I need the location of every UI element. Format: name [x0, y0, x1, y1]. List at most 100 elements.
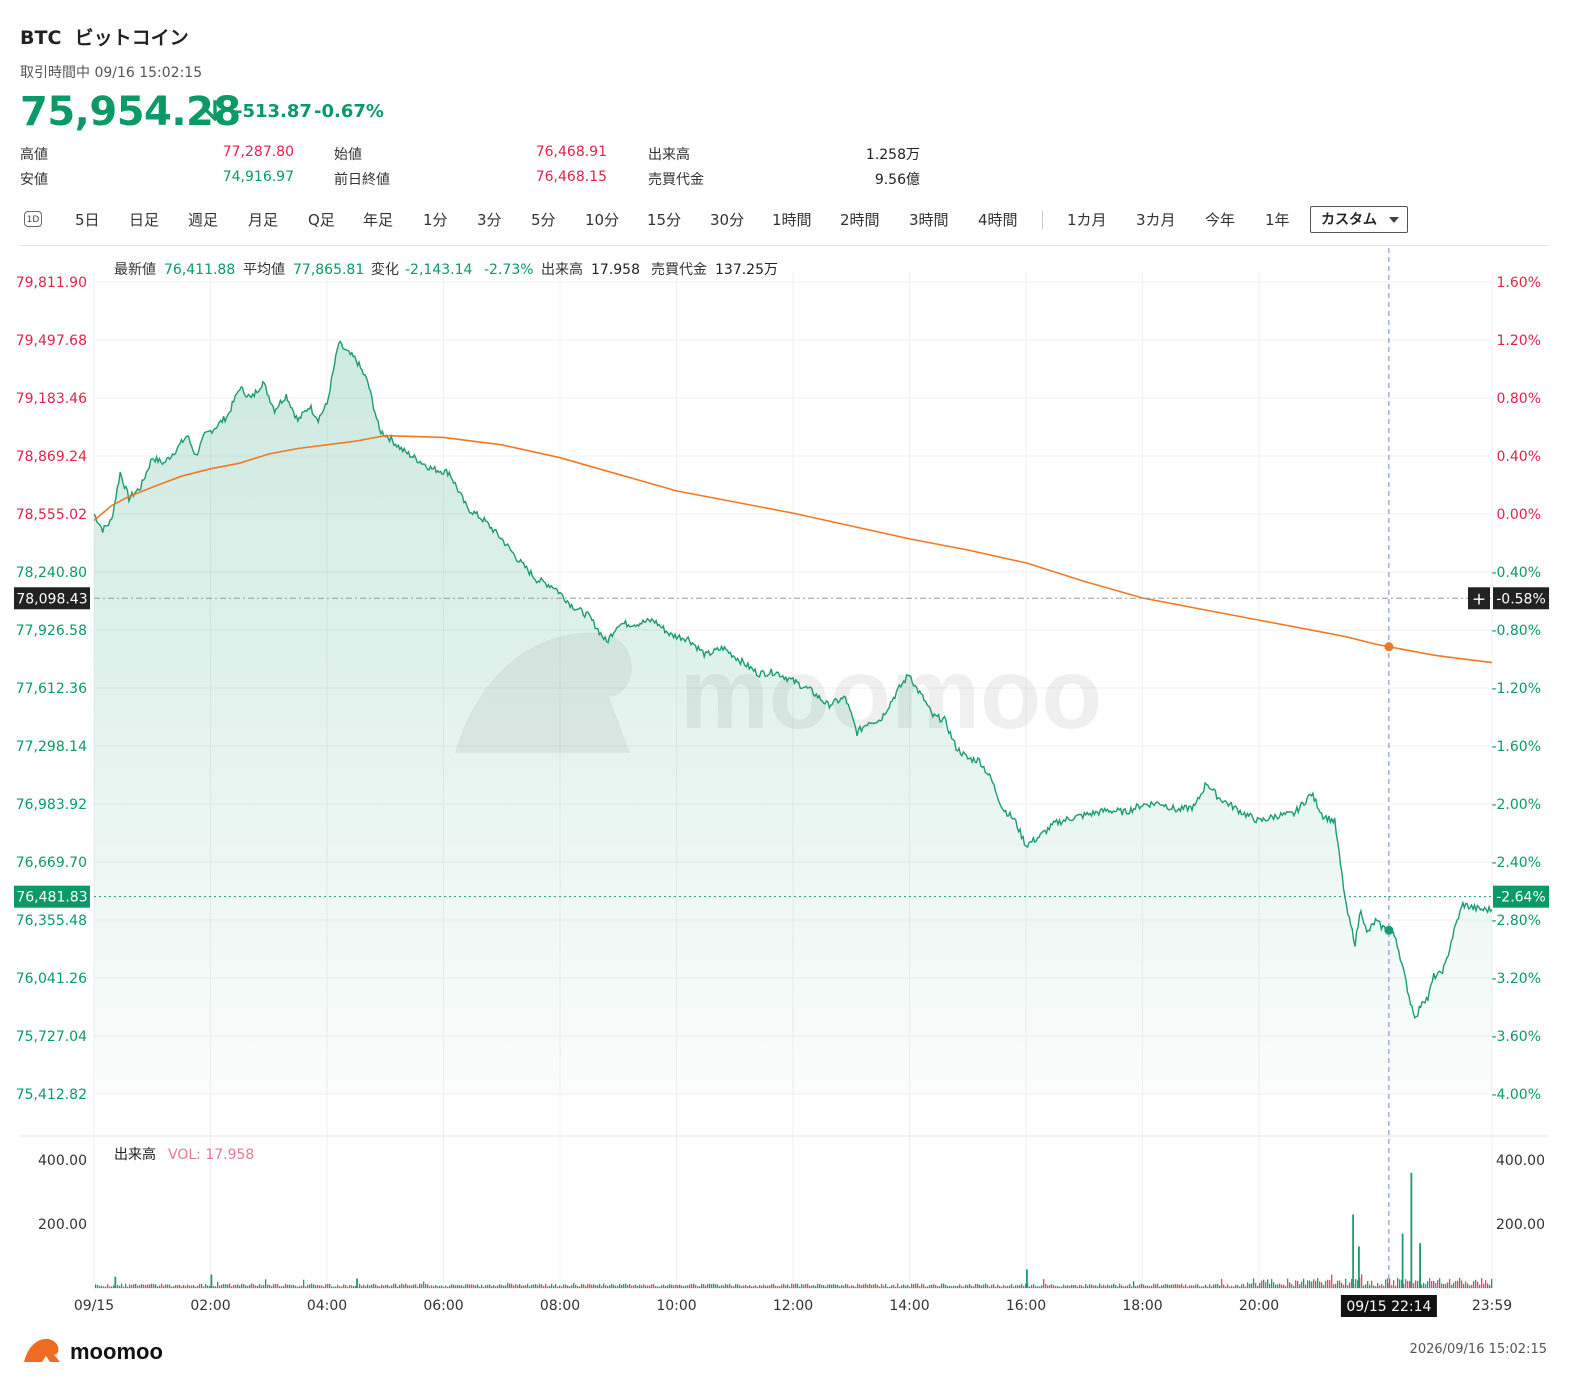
volume-bar: [1095, 1285, 1096, 1288]
period-3month[interactable]: 3カ月: [1136, 204, 1176, 236]
volume-tick-label: 200.00: [38, 1217, 87, 1233]
stat-low-label: 安値: [20, 169, 48, 189]
volume-bar: [447, 1287, 448, 1288]
volume-bar: [1199, 1286, 1200, 1288]
volume-bar: [999, 1286, 1000, 1288]
info-avg-label: 平均値: [243, 262, 285, 278]
volume-bar: [1061, 1287, 1062, 1288]
volume-bar: [449, 1286, 450, 1288]
volume-spike-bar: [1352, 1214, 1354, 1288]
period-5min[interactable]: 5分: [531, 204, 556, 236]
price-change: -513.87: [235, 101, 312, 122]
x-tick-label: 18:00: [1122, 1298, 1162, 1314]
volume-bar: [231, 1286, 232, 1288]
period-monthly[interactable]: 月足: [248, 204, 278, 236]
volume-bar: [239, 1286, 240, 1288]
volume-bar: [895, 1287, 896, 1288]
info-volume-label: 出来高: [541, 261, 583, 278]
volume-bar: [1107, 1284, 1108, 1288]
volume-bar: [791, 1284, 792, 1288]
period-yearly[interactable]: 年足: [363, 204, 393, 236]
period-4h[interactable]: 4時間: [978, 204, 1018, 236]
volume-bar: [159, 1285, 160, 1288]
volume-bar: [779, 1286, 780, 1288]
volume-bar: [217, 1282, 218, 1288]
volume-bar: [1429, 1278, 1430, 1288]
period-1min[interactable]: 1分: [423, 204, 448, 236]
volume-bar: [327, 1284, 328, 1288]
volume-bar: [879, 1287, 880, 1288]
volume-bar: [1297, 1281, 1298, 1288]
volume-bar: [851, 1285, 852, 1288]
info-latest-value: 76,411.88: [164, 262, 235, 278]
volume-bar: [201, 1284, 202, 1288]
volume-bar: [109, 1286, 110, 1288]
volume-bar: [1169, 1285, 1170, 1288]
period-3min[interactable]: 3分: [477, 204, 502, 236]
price-marker: [1384, 926, 1393, 935]
custom-period-dropdown[interactable]: カスタム: [1310, 206, 1408, 233]
volume-bar: [507, 1283, 508, 1288]
volume-bar: [647, 1285, 648, 1288]
volume-spike-bar: [1358, 1246, 1360, 1288]
volume-bar: [241, 1284, 242, 1288]
y-right-tick-label: -2.00%: [1491, 797, 1541, 813]
volume-bar: [1251, 1283, 1252, 1288]
volume-bar: [437, 1286, 438, 1288]
volume-bar: [1077, 1286, 1078, 1288]
period-quarterly[interactable]: Q足: [308, 204, 335, 236]
period-15min[interactable]: 15分: [647, 204, 681, 236]
period-ytd[interactable]: 今年: [1205, 204, 1235, 236]
period-1year[interactable]: 1年: [1265, 204, 1290, 236]
period-1h[interactable]: 1時間: [772, 204, 812, 236]
volume-bar: [1291, 1284, 1292, 1288]
volume-bar: [369, 1285, 370, 1288]
volume-bar: [1121, 1285, 1122, 1288]
volume-bar: [755, 1285, 756, 1288]
volume-bar: [517, 1285, 518, 1288]
volume-bar: [1255, 1283, 1256, 1288]
volume-bar: [419, 1284, 420, 1288]
x-tick-label: 10:00: [656, 1298, 696, 1314]
y-right-tick-label: -2.40%: [1491, 855, 1541, 871]
volume-bar: [243, 1284, 244, 1288]
period-2h[interactable]: 2時間: [840, 204, 880, 236]
volume-bar: [1101, 1286, 1102, 1288]
intraday-1d-icon[interactable]: 1D: [24, 211, 42, 227]
volume-bar: [471, 1284, 472, 1288]
volume-bar: [1185, 1284, 1186, 1288]
volume-bar: [673, 1285, 674, 1288]
volume-bar: [1055, 1286, 1056, 1288]
volume-bar: [1059, 1287, 1060, 1288]
volume-bar: [1041, 1285, 1042, 1288]
volume-bar: [529, 1286, 530, 1288]
volume-bar: [1111, 1285, 1112, 1288]
info-change-value: -2,143.14: [405, 262, 472, 278]
volume-bar: [821, 1285, 822, 1288]
y-tick-label: 79,811.90: [16, 275, 87, 291]
volume-bar: [607, 1286, 608, 1288]
price-chart[interactable]: moomoo 78,098.43 + -0.58%76,481.83 -2.64% 7…: [0, 248, 1569, 1320]
volume-bar: [1015, 1285, 1016, 1288]
volume-bar: [841, 1285, 842, 1288]
volume-bar: [1127, 1286, 1128, 1288]
period-3h[interactable]: 3時間: [909, 204, 949, 236]
volume-bar: [1173, 1285, 1174, 1288]
y-right-tick-label: -3.60%: [1491, 1029, 1541, 1045]
period-weekly[interactable]: 週足: [188, 204, 218, 236]
volume-bar: [1431, 1281, 1432, 1288]
volume-bar: [905, 1286, 906, 1288]
period-daily[interactable]: 日足: [129, 204, 159, 236]
volume-bar: [1139, 1285, 1140, 1288]
volume-bar: [351, 1285, 352, 1288]
volume-bar: [173, 1286, 174, 1288]
volume-bar: [893, 1285, 894, 1288]
period-5d[interactable]: 5日: [75, 204, 100, 236]
period-10min[interactable]: 10分: [585, 204, 619, 236]
period-30min[interactable]: 30分: [710, 204, 744, 236]
volume-bar: [675, 1285, 676, 1288]
volume-bar: [481, 1285, 482, 1288]
volume-bar: [263, 1285, 264, 1288]
volume-bar: [305, 1286, 306, 1288]
period-1month[interactable]: 1カ月: [1067, 204, 1107, 236]
